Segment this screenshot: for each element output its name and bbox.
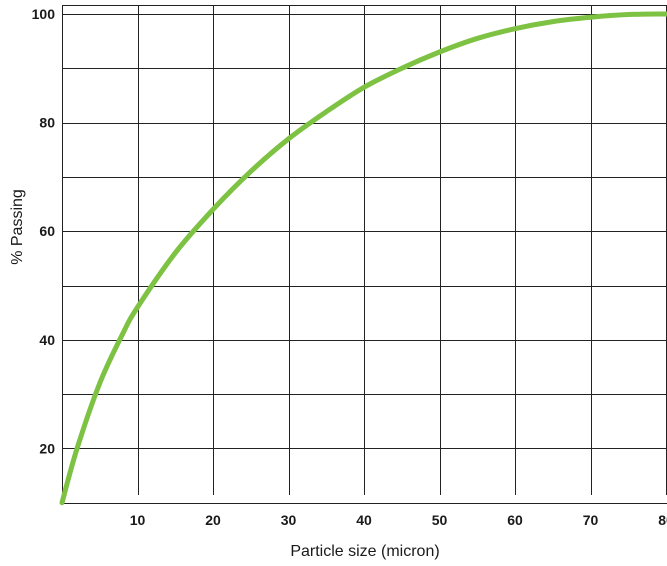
y-tick-label: 80 bbox=[39, 115, 55, 131]
x-tick-labels: 10 20 30 40 50 60 70 80 bbox=[130, 512, 667, 528]
x-tick-label: 80 bbox=[658, 512, 667, 528]
x-tick-label: 40 bbox=[356, 512, 372, 528]
y-tick-labels: 20 40 60 80 100 bbox=[32, 6, 56, 456]
series-line bbox=[59, 11, 667, 506]
y-tick-label: 40 bbox=[39, 332, 55, 348]
series-layer bbox=[59, 11, 667, 506]
x-tick-label: 60 bbox=[507, 512, 523, 528]
y-tick-label: 100 bbox=[32, 6, 56, 22]
y-axis-label: % Passing bbox=[9, 189, 26, 265]
y-tick-label: 20 bbox=[39, 440, 55, 456]
x-tick-label: 20 bbox=[205, 512, 221, 528]
x-tick-label: 50 bbox=[432, 512, 448, 528]
x-tick-label: 30 bbox=[281, 512, 297, 528]
x-tick-label: 10 bbox=[130, 512, 146, 528]
grid bbox=[62, 5, 667, 504]
x-tick-label: 70 bbox=[583, 512, 599, 528]
y-tick-label: 60 bbox=[39, 223, 55, 239]
x-axis-label: Particle size (micron) bbox=[290, 543, 439, 560]
